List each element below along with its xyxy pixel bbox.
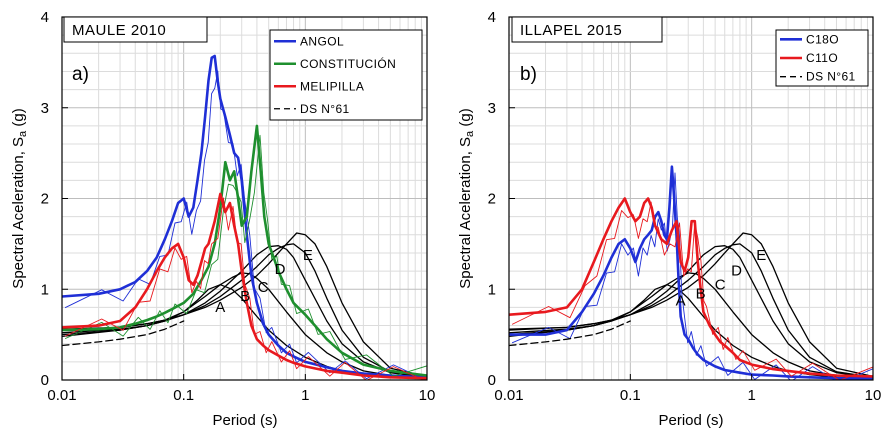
series-line-constitucion: [62, 124, 427, 377]
legend-label-angol: ANGOL: [300, 34, 344, 48]
x-tick-label: 10: [865, 387, 882, 404]
curve-label-b: B: [696, 285, 706, 302]
grid: [62, 17, 427, 380]
x-tick-label: 0.1: [620, 387, 641, 404]
series-line-ds-n-61: [62, 320, 185, 347]
series-line-c: [62, 245, 427, 378]
y-tick-label: 0: [41, 372, 49, 389]
curve-label-d: D: [731, 263, 742, 280]
panel-label: a): [72, 64, 89, 85]
curve-label-b: B: [240, 288, 250, 305]
legend-label-ds-n-61: DS N°61: [300, 102, 350, 116]
curve-label-e: E: [756, 247, 766, 264]
chart-title-box: [511, 16, 663, 43]
series-line-c11o: [509, 197, 873, 378]
illapel-2015-chart: 0.01 0.1 1 10 0 1 2 3 4 Period (s) Spectral Aceler…: [457, 9, 881, 429]
curve-label-e: E: [303, 247, 313, 264]
curve-label-c: C: [258, 279, 269, 296]
series-line-melipilla-component: [64, 197, 425, 380]
legend-label-ds-n-61: DS N°61: [806, 70, 856, 84]
chart-title: MAULE 2010: [72, 22, 166, 39]
y-tick-label: 3: [488, 100, 496, 117]
y-axis-label: Spectral Aceleration, Sa (g): [457, 108, 476, 288]
chart-title-box: [63, 16, 208, 43]
curve-label-d: D: [275, 261, 286, 278]
series-line-constitucion-component: [64, 134, 427, 377]
x-tick-label: 0.01: [494, 387, 523, 404]
x-axis-label: Period (s): [658, 412, 723, 429]
legend-label-c11o: C11O: [806, 51, 838, 65]
series-line-d: [509, 243, 873, 378]
y-tick-label: 0: [488, 372, 496, 389]
curve-label-a: A: [215, 299, 225, 316]
series-line-angol-component: [64, 70, 427, 380]
series-group: [509, 165, 873, 380]
series-line-d: [62, 243, 427, 378]
y-tick-label: 1: [488, 281, 496, 298]
maule-2010-chart: 0.01 0.1 1 10 0 1 2 3 4 Period (s) Spectral Aceler…: [10, 9, 435, 429]
legend-box: [269, 29, 423, 121]
legend-label-melipilla: MELIPILLA: [300, 79, 364, 93]
series-line-e: [509, 232, 873, 378]
y-tick-label: 2: [41, 191, 49, 208]
series-line-c: [509, 245, 873, 378]
y-tick-label: 2: [488, 191, 496, 208]
y-tick-label: 4: [41, 9, 49, 26]
series-group: [62, 54, 427, 380]
x-tick-label: 10: [419, 387, 436, 404]
legend: C18O C11O DS N°61: [775, 29, 869, 87]
legend-label-constitucion: CONSTITUCIÓN: [300, 56, 396, 71]
y-tick-label: 4: [488, 9, 496, 26]
x-tick-label: 0.01: [47, 387, 76, 404]
series-line-ds-n-61: [509, 320, 631, 347]
curve-label-c: C: [715, 276, 726, 293]
legend-label-c18o: C18O: [806, 32, 839, 46]
chart-title: ILLAPEL 2015: [520, 22, 622, 39]
y-axis-label: Spectral Aceleration, Sa (g): [10, 108, 29, 288]
series-line-c11o-component: [511, 201, 873, 380]
y-tick-label: 3: [41, 100, 49, 117]
legend: ANGOL CONSTITUCIÓN MELIPILLA DS N°61: [269, 29, 423, 121]
curve-label-a: A: [676, 293, 686, 310]
panel-label: b): [520, 64, 537, 85]
x-axis-label: Period (s): [212, 412, 277, 429]
x-tick-label: 1: [301, 387, 309, 404]
x-tick-label: 1: [747, 387, 755, 404]
x-tick-label: 0.1: [173, 387, 194, 404]
y-tick-label: 1: [41, 281, 49, 298]
